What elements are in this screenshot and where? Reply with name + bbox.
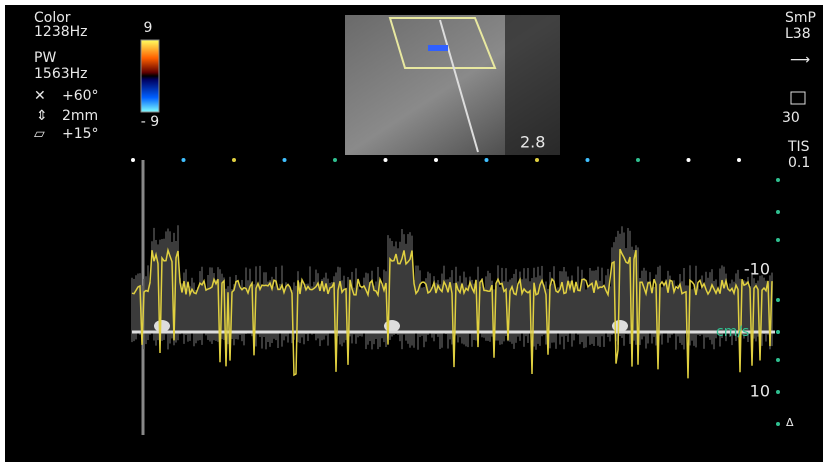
gate: 2mm [62, 108, 98, 124]
scale-dot [776, 390, 780, 394]
scale-dot [776, 298, 780, 302]
scale-dot [776, 178, 780, 182]
tis-value: 0.1 [788, 155, 810, 171]
flow-color [428, 45, 448, 51]
baseline-blob [384, 320, 400, 332]
scale-dot [776, 330, 780, 334]
pw-label: PW [34, 50, 56, 66]
marker-dot [283, 158, 287, 162]
gate-icon: ⇕ [36, 108, 48, 124]
ultrasound-screen: Color 1238Hz PW 1563Hz ✕ +60° ⇕ 2mm ▱ +1… [0, 0, 828, 473]
cf-value: 30 [782, 110, 800, 126]
color-bar-max: 9 [144, 20, 153, 36]
marker-dot [131, 158, 135, 162]
baseline-blob [154, 320, 170, 332]
color-freq: 1238Hz [34, 24, 88, 40]
scale-dot [776, 210, 780, 214]
scale-unit: cm/s [716, 324, 749, 340]
scale-upper: -10 [744, 260, 770, 279]
scale-dot [776, 422, 780, 426]
marker-dot [333, 158, 337, 162]
angle: +60° [62, 88, 99, 104]
marker-dot [384, 158, 388, 162]
scale-dot [776, 358, 780, 362]
marker-dot [687, 158, 691, 162]
marker-dot [434, 158, 438, 162]
color-bar-min: - 9 [141, 114, 159, 130]
depth: 2.8 [520, 133, 545, 152]
tis-label: TIS [787, 139, 810, 155]
marker-dot [535, 158, 539, 162]
angle-icon: ✕ [34, 88, 46, 104]
marker-dot [586, 158, 590, 162]
pw-freq: 1563Hz [34, 66, 88, 82]
steer: +15° [62, 126, 99, 142]
scale-lower: 10 [750, 382, 770, 401]
bottom-icon: Δ [786, 416, 794, 429]
probe: L38 [785, 26, 811, 42]
steer-icon: ▱ [34, 126, 45, 142]
marker-dot [737, 158, 741, 162]
probe-icon: ⟶ [790, 52, 810, 68]
scale-dot [776, 238, 780, 242]
color-bar [141, 40, 159, 112]
marker-dot [636, 158, 640, 162]
marker-dot [182, 158, 186, 162]
preset: SmP [785, 10, 816, 26]
baseline-blob [612, 320, 628, 332]
marker-dot [232, 158, 236, 162]
image-inset: 2.8 [345, 15, 560, 155]
marker-dot [485, 158, 489, 162]
